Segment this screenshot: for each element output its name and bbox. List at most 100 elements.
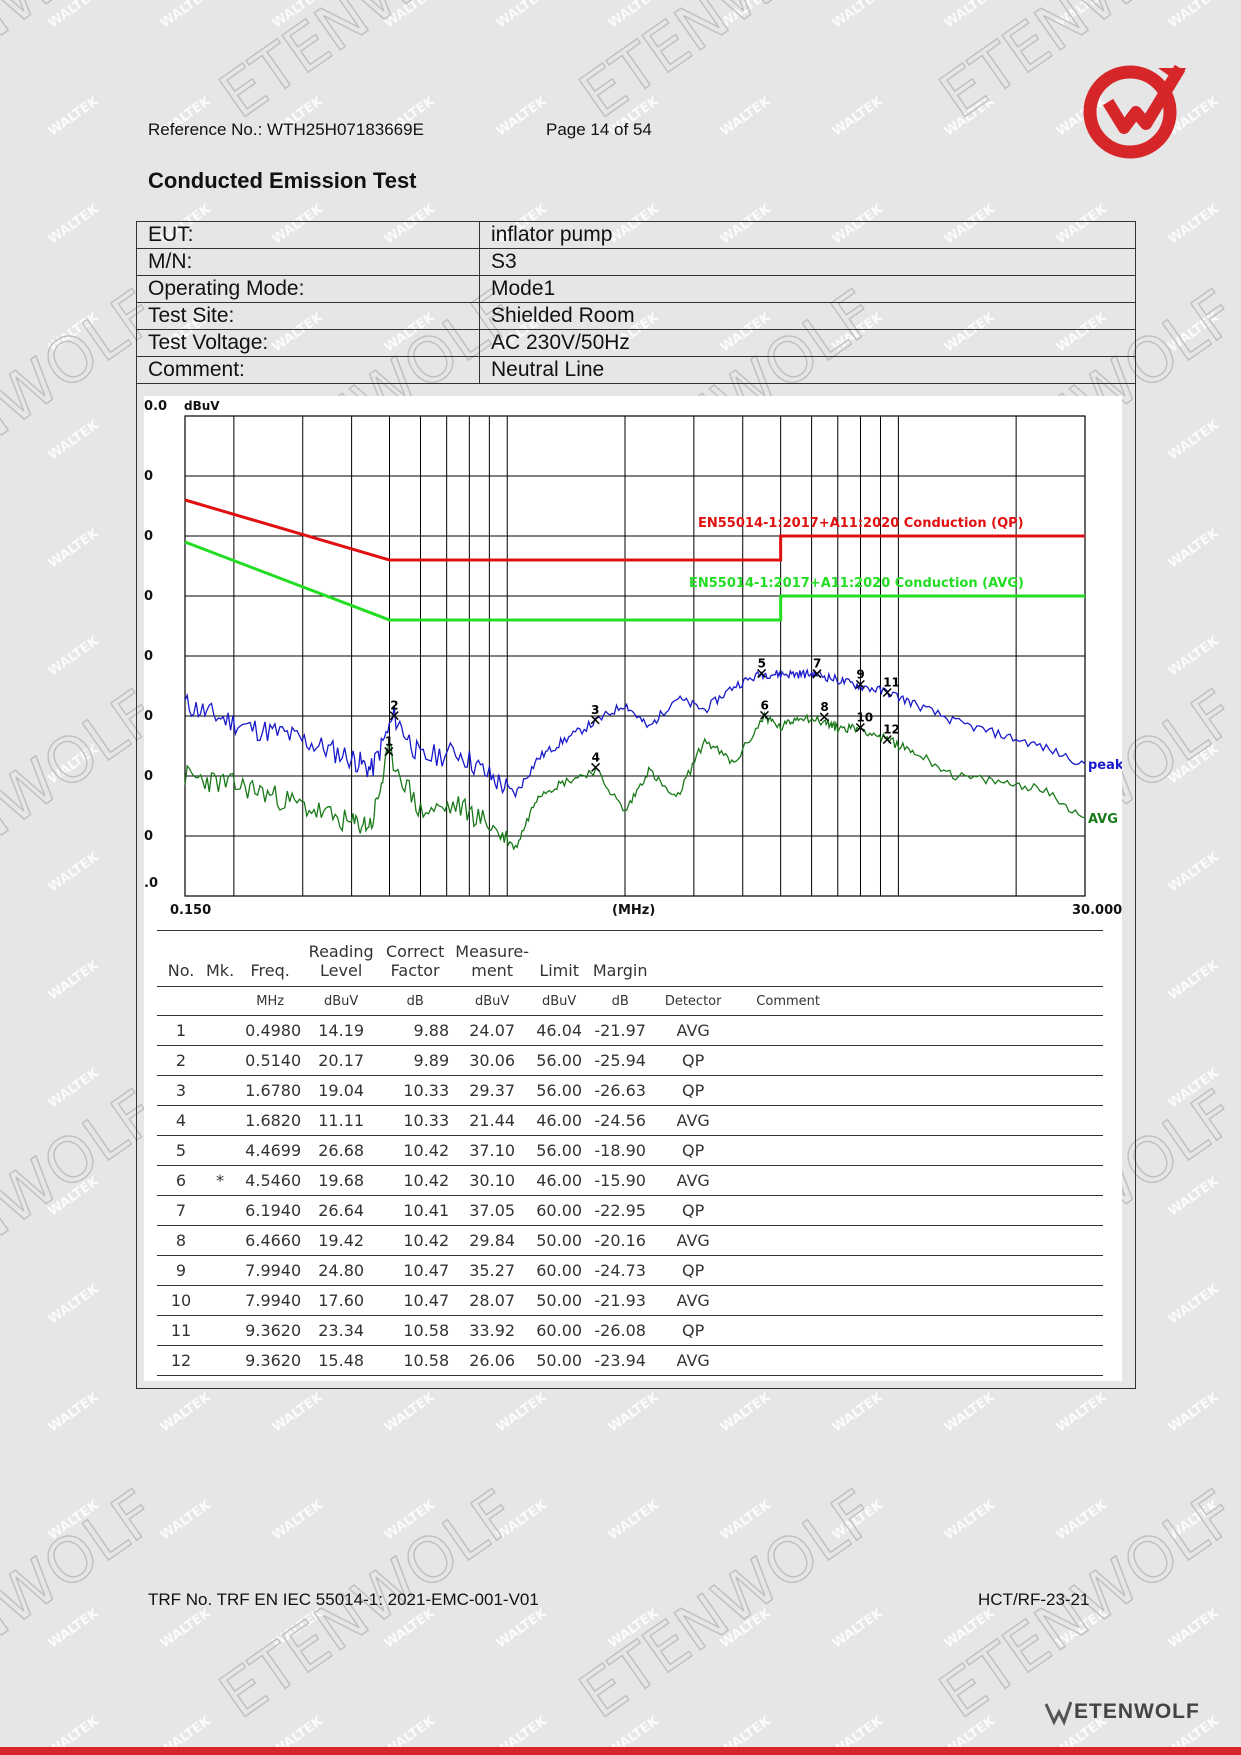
cell-measure: 33.92 (453, 1315, 532, 1346)
watermark-large: ETENWOLF (0, 0, 170, 132)
page-number: Page 14 of 54 (546, 120, 652, 139)
cell-correct: 9.89 (377, 1045, 454, 1076)
watermark-small: WALTEK (382, 1497, 439, 1543)
results-header-row: No. Mk. Freq. Reading Level Correct Factor… (157, 930, 1103, 987)
cell-reading: 19.68 (305, 1165, 378, 1196)
marker-label: 9 (856, 667, 864, 681)
watermark-large: ETENWOLF (207, 0, 530, 132)
cell-mk: * (205, 1165, 236, 1196)
cell-limit: 60.00 (531, 1315, 588, 1346)
cell-margin: -15.90 (587, 1165, 654, 1196)
y-tick-label: 50 (144, 589, 153, 604)
watermark-small: WALTEK (1166, 849, 1223, 895)
cell-measure: 24.07 (453, 1015, 532, 1046)
cell-freq: 4.5460 (235, 1165, 306, 1196)
cell-detector: QP (653, 1255, 734, 1286)
cell-mk (205, 1015, 236, 1046)
marker-cross (384, 747, 394, 757)
watermark-small: WALTEK (830, 1605, 887, 1651)
watermark-small: WALTEK (46, 957, 103, 1003)
watermark-small: WALTEK (1054, 0, 1111, 31)
info-value: AC 230V/50Hz (479, 329, 1136, 357)
table-row: 3 1.6780 19.04 10.33 29.37 56.00 -26.63 QP (157, 1075, 1103, 1106)
cell-measure: 37.10 (453, 1135, 532, 1166)
cell-margin: -26.08 (587, 1315, 654, 1346)
watermark-small: WALTEK (1166, 1389, 1223, 1435)
cell-limit: 46.00 (531, 1105, 588, 1136)
info-key: EUT: (136, 221, 480, 249)
cell-mk (205, 1315, 236, 1346)
cell-correct: 10.41 (377, 1195, 454, 1226)
table-row: 10 7.9940 17.60 10.47 28.07 50.00 -21.93 AVG (157, 1285, 1103, 1316)
watermark-small: WALTEK (942, 0, 999, 31)
y-axis-label: dBuV (184, 399, 220, 413)
marker-cross (812, 669, 822, 679)
info-value: Shielded Room (479, 302, 1136, 330)
cell-no: 5 (157, 1135, 205, 1166)
footer-brand: ETENWOLF (1074, 1700, 1200, 1723)
watermark-small: WALTEK (46, 1281, 103, 1327)
cell-reading: 17.60 (305, 1285, 378, 1316)
cell-reading: 19.04 (305, 1075, 378, 1106)
watermark-small: WALTEK (942, 1605, 999, 1651)
watermark-small: WALTEK (46, 417, 103, 463)
watermark-small: WALTEK (494, 0, 551, 31)
avg-trace (184, 710, 1086, 851)
results-table: No. Mk. Freq. Reading Level Correct Factor… (157, 930, 1103, 1376)
cell-no: 10 (157, 1285, 205, 1316)
unit-correct: dB (377, 986, 454, 1016)
cell-reading: 11.11 (305, 1105, 378, 1136)
marker-cross (389, 711, 399, 721)
watermark-small: WALTEK (46, 1065, 103, 1111)
cell-limit: 50.00 (531, 1225, 588, 1256)
cell-reading: 24.80 (305, 1255, 378, 1286)
watermark-small: WALTEK (718, 93, 775, 139)
cell-margin: -22.95 (587, 1195, 654, 1226)
watermark-small: WALTEK (494, 93, 551, 139)
watermark-small: WALTEK (46, 0, 103, 31)
watermark-small: WALTEK (46, 309, 103, 355)
watermark-small: WALTEK (1166, 1281, 1223, 1327)
watermark-small: WALTEK (158, 1605, 215, 1651)
watermark-small: WALTEK (942, 1497, 999, 1543)
brand-mark-icon (1044, 1701, 1072, 1726)
cell-measure: 35.27 (453, 1255, 532, 1286)
col-measure: Measure-ment (453, 930, 532, 987)
marker-cross (590, 715, 600, 725)
table-row: 6 * 4.5460 19.68 10.42 30.10 46.00 -15.90 AVG (157, 1165, 1103, 1196)
info-key: Comment: (136, 356, 480, 384)
cell-freq: 1.6820 (235, 1105, 306, 1136)
y-tick-label: 30 (144, 709, 153, 724)
cell-correct: 10.58 (377, 1315, 454, 1346)
cell-detector: QP (653, 1075, 734, 1106)
cell-limit: 46.04 (531, 1015, 588, 1046)
cell-detector: AVG (653, 1285, 734, 1316)
cell-margin: -21.97 (587, 1015, 654, 1046)
info-row: EUT: inflator pump (136, 221, 1136, 249)
cell-no: 1 (157, 1015, 205, 1046)
watermark-small: WALTEK (718, 1605, 775, 1651)
cell-correct: 10.47 (377, 1255, 454, 1286)
cell-measure: 29.37 (453, 1075, 532, 1106)
cell-reading: 20.17 (305, 1045, 378, 1076)
watermark-large: ETENWOLF (567, 1476, 890, 1732)
cell-mk (205, 1075, 236, 1106)
x-tick-label: 0.150 (170, 903, 211, 918)
cell-measure: 30.06 (453, 1045, 532, 1076)
cell-freq: 6.1940 (235, 1195, 306, 1226)
table-row: 1 0.4980 14.19 9.88 24.07 46.04 -21.97 AVG (157, 1015, 1103, 1046)
cell-mk (205, 1105, 236, 1136)
cell-margin: -24.56 (587, 1105, 654, 1136)
info-key: Test Site: (136, 302, 480, 330)
col-comment: Comment (733, 986, 844, 1016)
watermark-small: WALTEK (1166, 525, 1223, 571)
cell-limit: 46.00 (531, 1165, 588, 1196)
cell-measure: 30.10 (453, 1165, 532, 1196)
info-value: Mode1 (479, 275, 1136, 303)
watermark-small: WALTEK (942, 93, 999, 139)
watermark-small: WALTEK (1166, 309, 1223, 355)
cell-margin: -20.16 (587, 1225, 654, 1256)
cell-mk (205, 1135, 236, 1166)
marker-label: 2 (390, 699, 398, 713)
cell-margin: -26.63 (587, 1075, 654, 1106)
